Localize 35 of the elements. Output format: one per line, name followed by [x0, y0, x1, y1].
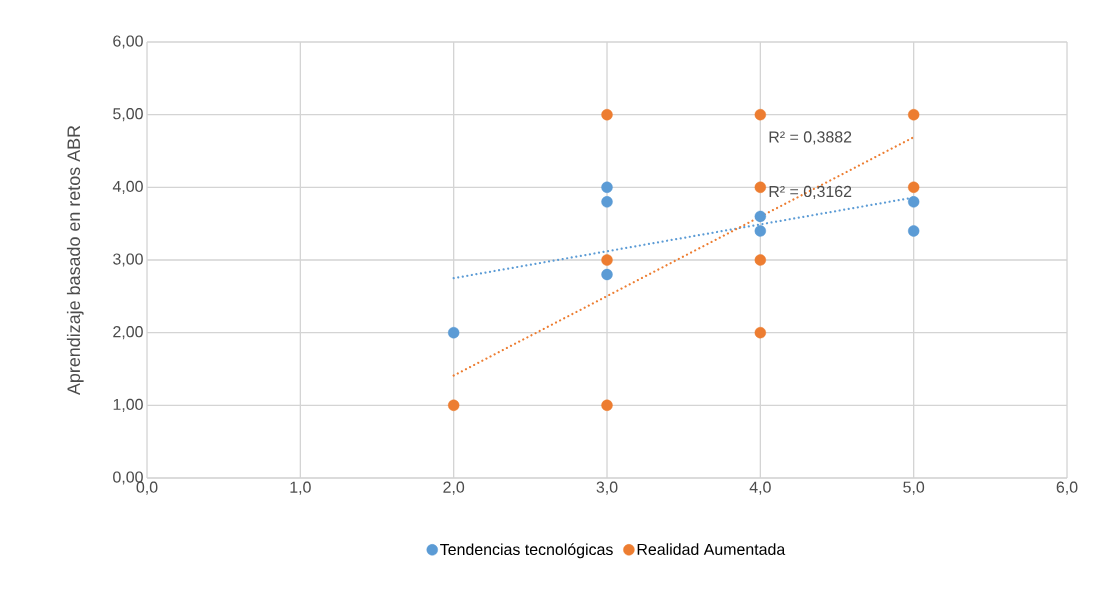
annotation: R² = 0,3162: [769, 185, 852, 199]
point: [907, 181, 920, 194]
point: [601, 181, 613, 194]
point: [754, 225, 767, 237]
x-tick-label: 4,0: [749, 481, 771, 495]
point: [601, 399, 613, 412]
point: [601, 108, 613, 121]
y-tick-label: 6,00: [113, 35, 143, 49]
legend-label: Tendencias tecnológicas: [440, 543, 613, 559]
point: [601, 254, 613, 266]
point: [754, 326, 767, 339]
point: [754, 210, 767, 223]
point: [907, 225, 920, 237]
y-tick-label: 3,00: [113, 253, 143, 267]
point: [447, 399, 460, 412]
point: [601, 196, 613, 208]
x-tick-label: 1,0: [290, 481, 311, 495]
point: [754, 181, 767, 194]
y-tick-label: 4,00: [112, 180, 143, 194]
annotation: R² = 0,3882: [769, 131, 852, 145]
x-tick-label: 5,0: [903, 481, 925, 495]
y-tick-label: 5,00: [113, 108, 143, 122]
point: [907, 196, 920, 208]
y-axis-title: Aprendizaje basado en retos ABR: [66, 125, 84, 396]
x-tick-label: 2,0: [443, 481, 465, 495]
x-tick-label: 3,0: [596, 481, 618, 495]
point: [754, 108, 767, 121]
y-tick-label: 1,00: [113, 398, 143, 412]
point: [601, 268, 613, 281]
point: [447, 326, 460, 339]
legend-label: Realidad Aumentada: [637, 543, 786, 556]
x-tick-label: 6,0: [1056, 481, 1078, 495]
point: [754, 254, 767, 266]
point: [907, 108, 920, 121]
y-tick-label: 2,00: [113, 326, 143, 340]
